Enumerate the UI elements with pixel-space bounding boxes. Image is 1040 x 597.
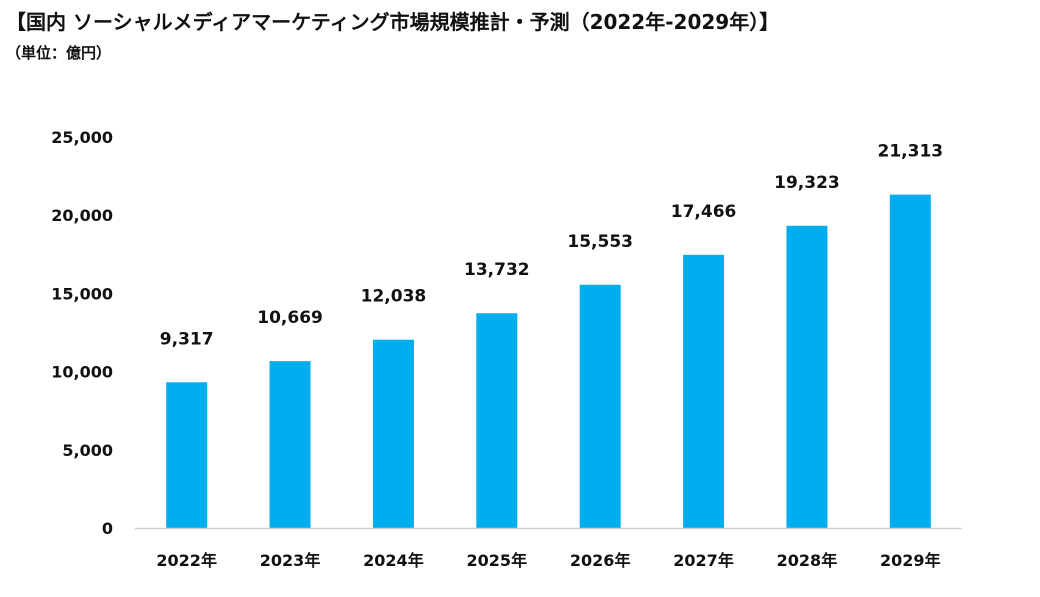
y-tick-label: 20,000 (51, 206, 113, 225)
bar-value-label: 13,732 (464, 260, 530, 280)
x-axis: 2022年 2023年 2024年 2025年 2026年 2027年 2028年 2029年 (156, 551, 940, 570)
bar (269, 361, 311, 528)
data-labels: 9,317 10,669 12,038 13,732 15,553 17,466 19,32… (160, 142, 943, 350)
chart-title: 【国内 ソーシャルメディアマーケティング市場規模推計・予測（2022年-2029… (6, 10, 780, 34)
bar (579, 284, 621, 528)
bar-value-label: 9,317 (160, 329, 214, 349)
unit-label: （単位：億円） (6, 44, 112, 62)
bar-value-label: 19,323 (774, 173, 840, 193)
bar-value-label: 17,466 (671, 202, 737, 222)
y-tick-label: 5,000 (62, 441, 113, 460)
bar (166, 382, 208, 528)
x-tick-label: 2029年 (880, 551, 941, 570)
bar-value-label: 15,553 (567, 232, 633, 252)
bar-value-label: 10,669 (257, 308, 323, 328)
bars (166, 194, 931, 529)
bar (786, 225, 828, 529)
x-tick-label: 2024年 (363, 551, 424, 570)
bar (889, 194, 931, 528)
y-axis: 0 5,000 10,000 15,000 20,000 25,000 (51, 128, 113, 538)
x-tick-label: 2028年 (777, 551, 838, 570)
x-tick-label: 2023年 (260, 551, 321, 570)
y-tick-label: 25,000 (51, 128, 113, 147)
y-tick-label: 0 (102, 519, 113, 538)
bar (476, 313, 518, 528)
bar (372, 339, 414, 528)
bar-value-label: 12,038 (361, 287, 427, 307)
x-tick-label: 2026年 (570, 551, 631, 570)
y-tick-label: 15,000 (51, 284, 113, 303)
x-tick-label: 2025年 (467, 551, 528, 570)
bar (683, 254, 725, 528)
x-tick-label: 2027年 (673, 551, 734, 570)
bar-value-label: 21,313 (878, 142, 944, 162)
y-tick-label: 10,000 (51, 363, 113, 382)
x-tick-label: 2022年 (156, 551, 217, 570)
